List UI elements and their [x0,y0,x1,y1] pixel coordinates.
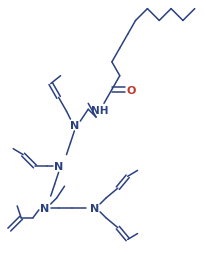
Text: N: N [69,121,79,131]
Text: O: O [126,85,136,95]
Text: NH: NH [91,106,108,116]
Text: N: N [54,162,63,172]
Text: N: N [40,203,49,213]
Text: N: N [89,203,98,213]
